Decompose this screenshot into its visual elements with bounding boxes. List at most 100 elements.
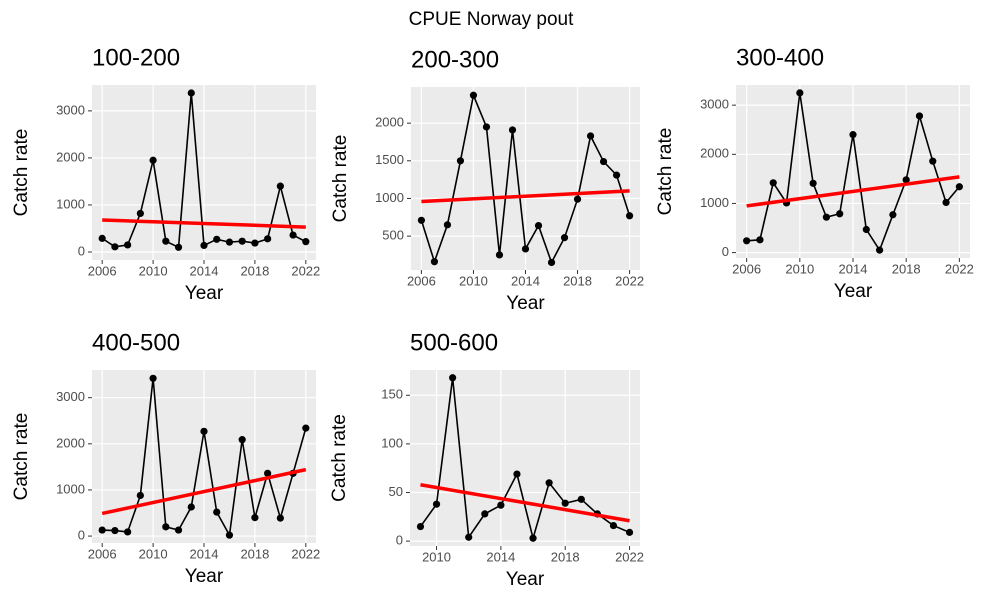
y-tick-label: 0 (396, 533, 403, 548)
x-tick-label: 2010 (422, 549, 451, 564)
panel-title: 200-300 (411, 46, 499, 73)
point (162, 237, 170, 245)
x-tick-label: 2006 (88, 546, 117, 561)
y-tick-label: 2000 (375, 115, 404, 130)
x-tick-label: 2014 (839, 261, 868, 276)
point (612, 171, 621, 179)
point (238, 237, 246, 245)
x-axis-label: Year (506, 293, 545, 314)
point (449, 374, 457, 382)
x-tick-label: 2010 (139, 546, 168, 561)
x-tick-label: 2014 (190, 546, 219, 561)
x-tick-label: 2018 (551, 549, 580, 564)
x-tick-label: 2018 (240, 263, 269, 278)
point (98, 234, 106, 242)
y-tick-label: 0 (78, 528, 85, 543)
x-tick-label: 2010 (139, 263, 168, 278)
y-tick-label: 50 (389, 484, 403, 499)
point (497, 501, 505, 509)
point (469, 91, 478, 99)
y-tick-label: 2000 (56, 435, 85, 450)
point (302, 424, 310, 432)
trend-line (421, 189, 630, 204)
point (136, 209, 144, 218)
y-tick-label: 0 (722, 244, 729, 259)
point (875, 246, 884, 254)
y-tick-label: 150 (381, 387, 403, 402)
x-axis-label: Year (506, 569, 545, 590)
point (162, 523, 170, 531)
y-axis-label: Catch rate (330, 135, 351, 223)
point (187, 89, 195, 97)
point (289, 231, 297, 239)
point (889, 211, 897, 219)
point (586, 132, 595, 140)
x-tick-label: 2010 (785, 261, 814, 276)
y-tick-label: 3000 (700, 97, 729, 112)
point (625, 212, 634, 220)
point (124, 241, 132, 249)
y-tick-label: 500 (382, 228, 404, 243)
panel-title: 500-600 (410, 329, 498, 356)
point (187, 503, 195, 511)
point (796, 89, 804, 97)
point (200, 427, 208, 435)
point (443, 221, 452, 229)
point (573, 195, 582, 203)
x-tick-label: 2022 (291, 263, 320, 278)
point (111, 243, 119, 251)
y-axis-label: Catch rate (11, 413, 32, 501)
x-tick-label: 2018 (240, 546, 269, 561)
point (508, 126, 517, 134)
point (149, 374, 157, 382)
x-tick-label: 2006 (407, 273, 436, 288)
y-tick-label: 3000 (56, 389, 85, 404)
y-axis-label: Catch rate (329, 414, 350, 502)
point (942, 198, 950, 207)
point (482, 123, 491, 131)
point (213, 235, 221, 243)
point (743, 237, 751, 245)
point (577, 495, 585, 503)
point (915, 112, 924, 120)
series-line (419, 377, 630, 542)
y-axis-label: Catch rate (655, 128, 676, 216)
point (902, 176, 910, 184)
point (862, 225, 870, 234)
point (521, 245, 530, 253)
x-tick-label: 2014 (511, 273, 540, 288)
point (417, 216, 426, 224)
x-axis-label: Year (185, 283, 224, 304)
point (213, 508, 221, 516)
y-tick-label: 1000 (375, 190, 404, 205)
x-tick-label: 2006 (732, 261, 761, 276)
page-title: CPUE Norway pout (409, 9, 574, 30)
point (465, 533, 473, 541)
point (302, 238, 310, 246)
point (809, 179, 817, 187)
point (481, 510, 489, 518)
x-tick-label: 2022 (615, 273, 644, 288)
y-axis-label: Catch rate (11, 129, 32, 217)
y-tick-label: 3000 (56, 102, 85, 117)
point (136, 491, 144, 500)
x-tick-label: 2014 (190, 263, 219, 278)
y-tick-label: 0 (78, 243, 85, 258)
point (225, 238, 234, 246)
point (534, 221, 543, 230)
point (769, 179, 777, 187)
point (955, 183, 963, 191)
panel-title: 400-500 (92, 329, 180, 356)
trend-line (102, 218, 306, 229)
point (432, 500, 441, 508)
point (264, 235, 272, 243)
point (513, 470, 521, 478)
x-tick-label: 2018 (563, 273, 592, 288)
point (251, 239, 259, 247)
point (929, 157, 937, 165)
x-tick-label: 2006 (88, 263, 117, 278)
point (756, 236, 764, 244)
point (149, 156, 157, 164)
y-tick-label: 100 (381, 435, 403, 450)
y-tick-label: 2000 (700, 146, 729, 161)
